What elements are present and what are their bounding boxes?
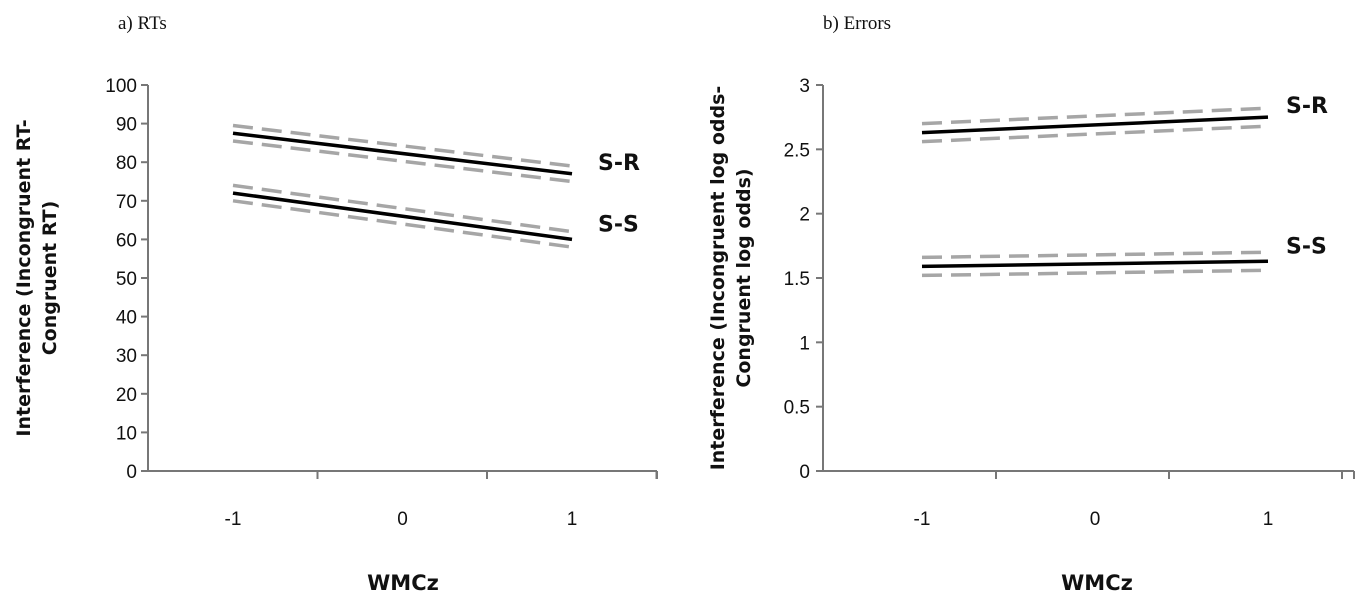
y-tick-label: 3 (799, 76, 810, 97)
y-tick-label: 80 (116, 153, 137, 174)
x-axis-label: WMCz (1061, 571, 1133, 595)
series-label: S-S (598, 212, 639, 237)
series-line (232, 131, 573, 176)
y-tick-label: 40 (116, 308, 137, 329)
y-axis-label: Interference (Incongruent log odds- (707, 86, 729, 471)
y-axis-label: Interference (Incongruent RT- (13, 119, 35, 436)
y-tick-label: 100 (105, 76, 137, 97)
y-tick-label: 60 (116, 230, 137, 251)
x-tick-label: 0 (397, 509, 408, 530)
series-s-r: S-R (232, 123, 640, 184)
y-tick-label: 10 (116, 423, 137, 444)
series-line (232, 191, 573, 242)
x-tick-label: 1 (1263, 509, 1274, 530)
y-tick-label: 1.5 (784, 269, 810, 290)
y-tick-label: 2.5 (784, 140, 810, 161)
series-s-s: S-S (921, 234, 1327, 278)
y-tick-label: 2 (799, 205, 810, 226)
ci-upper-line (921, 250, 1269, 260)
y-tick-label: 30 (116, 346, 137, 367)
series-s-r: S-R (921, 94, 1328, 144)
series-label: S-R (1286, 94, 1328, 119)
chart-panel-errors: b) Errors 0 0.5 1 1.5 2 2.5 3 -1 0 1 WMCz Interferen… (707, 13, 1355, 595)
y-axis-label-line2: Congruent RT) (39, 201, 61, 356)
x-tick-label: 1 (567, 509, 578, 530)
series-s-s: S-S (232, 183, 639, 249)
chart-title: b) Errors (823, 13, 891, 34)
series-label: S-R (598, 151, 640, 176)
x-axis-label: WMCz (367, 571, 439, 595)
ci-upper-line (232, 183, 573, 234)
y-tick-label: 50 (116, 269, 137, 290)
series-label: S-S (1286, 234, 1327, 259)
x-tick-label: 0 (1090, 509, 1101, 530)
y-tick-label: 0.5 (784, 398, 810, 419)
y-tick-label: 70 (116, 192, 137, 213)
ci-upper-line (921, 106, 1269, 126)
chart-title: a) RTs (118, 13, 167, 34)
y-tick-label: 1 (799, 333, 810, 354)
y-tick-label: 90 (116, 115, 137, 136)
y-tick-label: 0 (799, 462, 810, 483)
y-tick-label: 20 (116, 385, 137, 406)
x-tick-label: -1 (914, 509, 931, 530)
ci-lower-line (921, 124, 1269, 144)
y-tick-label: 0 (126, 462, 137, 483)
x-tick-label: -1 (225, 509, 242, 530)
chart-panel-rts: a) RTs 0 10 20 30 40 50 60 70 80 90 100 -1 0 1 WMCz Inte… (13, 13, 658, 595)
series-line (921, 259, 1269, 269)
ci-lower-line (921, 268, 1269, 278)
ci-upper-line (232, 123, 573, 168)
series-line (921, 115, 1269, 135)
y-axis-label-line2: Congruent log odds) (733, 168, 755, 387)
